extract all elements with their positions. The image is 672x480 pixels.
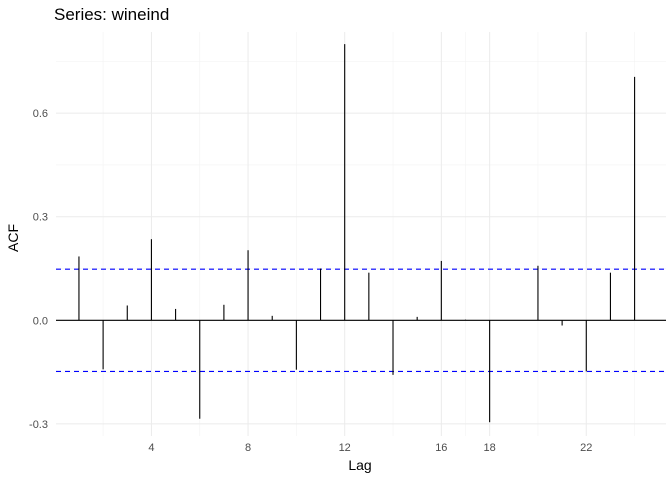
x-tick-label: 4 [148, 442, 154, 454]
x-axis-ticks: 4 8 12 16 18 22 [148, 442, 592, 454]
x-tick-label: 22 [580, 442, 592, 454]
confidence-bounds [56, 268, 666, 372]
x-axis-title: Lag [348, 457, 371, 473]
y-tick-label: 0.0 [33, 315, 48, 327]
grid [56, 32, 666, 436]
y-axis-title: ACF [5, 224, 21, 252]
x-tick-label: 12 [339, 442, 351, 454]
y-tick-label: 0.3 [33, 212, 48, 224]
x-tick-label: 16 [435, 442, 447, 454]
acf-spikes [56, 44, 666, 423]
x-tick-label: 18 [484, 442, 496, 454]
y-axis-ticks: -0.3 0.0 0.3 0.6 [29, 108, 48, 431]
y-tick-label: 0.6 [33, 108, 48, 120]
y-tick-label: -0.3 [29, 419, 48, 431]
x-tick-label: 8 [245, 442, 251, 454]
chart-title: Series: wineind [54, 5, 169, 24]
